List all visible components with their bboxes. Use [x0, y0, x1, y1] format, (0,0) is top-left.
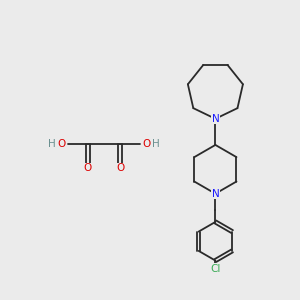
Text: O: O [83, 164, 92, 173]
Text: O: O [116, 164, 124, 173]
Text: H: H [48, 139, 56, 149]
Text: O: O [58, 139, 66, 149]
Text: Cl: Cl [210, 264, 220, 274]
Text: H: H [152, 139, 160, 149]
Text: O: O [142, 139, 150, 149]
Text: N: N [212, 189, 219, 199]
Text: N: N [212, 114, 219, 124]
